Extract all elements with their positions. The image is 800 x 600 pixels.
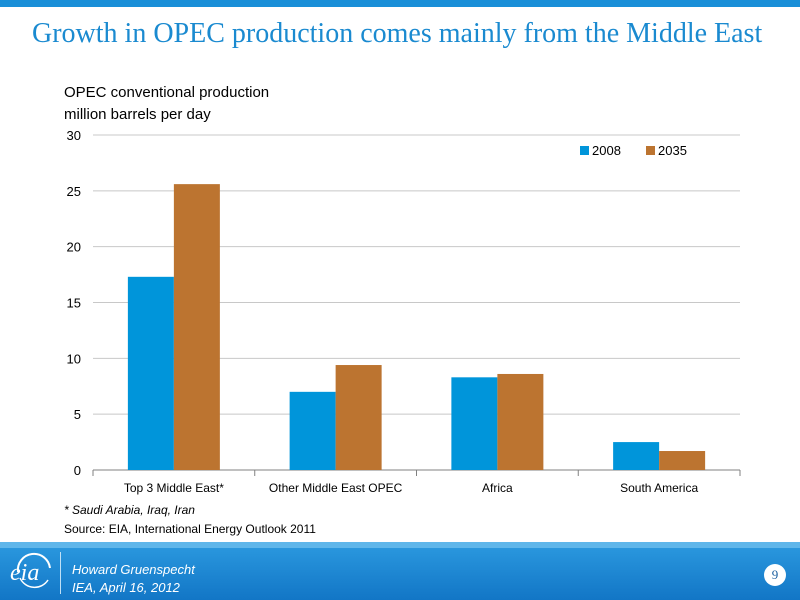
bar-2035 <box>173 184 220 470</box>
bar-2008 <box>127 276 174 470</box>
eia-logo-icon <box>16 552 51 589</box>
slide-footer: eia Howard Gruenspecht IEA, April 16, 20… <box>0 542 800 600</box>
x-category-label: Top 3 Middle East* <box>124 481 224 495</box>
footer-divider <box>60 552 61 594</box>
bar-2035 <box>335 365 382 470</box>
event-date: IEA, April 16, 2012 <box>72 580 180 595</box>
bar-2035 <box>497 373 544 470</box>
x-category-label: South America <box>620 481 698 495</box>
bar-2008 <box>613 442 660 470</box>
chart-source: Source: EIA, International Energy Outloo… <box>64 522 316 536</box>
x-category-label: Other Middle East OPEC <box>269 481 403 495</box>
page-number: 9 <box>764 564 786 586</box>
presenter-name: Howard Gruenspecht <box>72 562 195 577</box>
chart-title-line-1: OPEC conventional production <box>64 84 270 101</box>
footer-band <box>0 542 800 548</box>
eia-logo-text: eia <box>10 560 40 586</box>
chart-title: OPEC conventional production million bar… <box>64 82 269 126</box>
y-tick-label: 20 <box>67 240 81 255</box>
y-tick-label: 30 <box>67 128 81 143</box>
chart-title-line-2: million barrels per day <box>64 106 211 123</box>
y-tick-label: 10 <box>67 351 81 366</box>
legend-label: 2035 <box>658 143 687 158</box>
x-category-label: Africa <box>482 481 513 495</box>
bar-2008 <box>289 391 336 470</box>
y-tick-label: 25 <box>67 184 81 199</box>
bar-2035 <box>659 451 706 470</box>
top-accent-bar <box>0 0 800 7</box>
legend-swatch-2035 <box>646 146 655 155</box>
chart-footnote: * Saudi Arabia, Iraq, Iran <box>64 503 195 517</box>
y-tick-label: 15 <box>67 296 81 311</box>
bar-2008 <box>451 377 498 470</box>
legend-label: 2008 <box>592 143 621 158</box>
legend-swatch-2008 <box>580 146 589 155</box>
y-tick-label: 0 <box>74 463 81 478</box>
slide-title: Growth in OPEC production comes mainly f… <box>32 18 763 49</box>
y-tick-label: 5 <box>74 407 81 422</box>
